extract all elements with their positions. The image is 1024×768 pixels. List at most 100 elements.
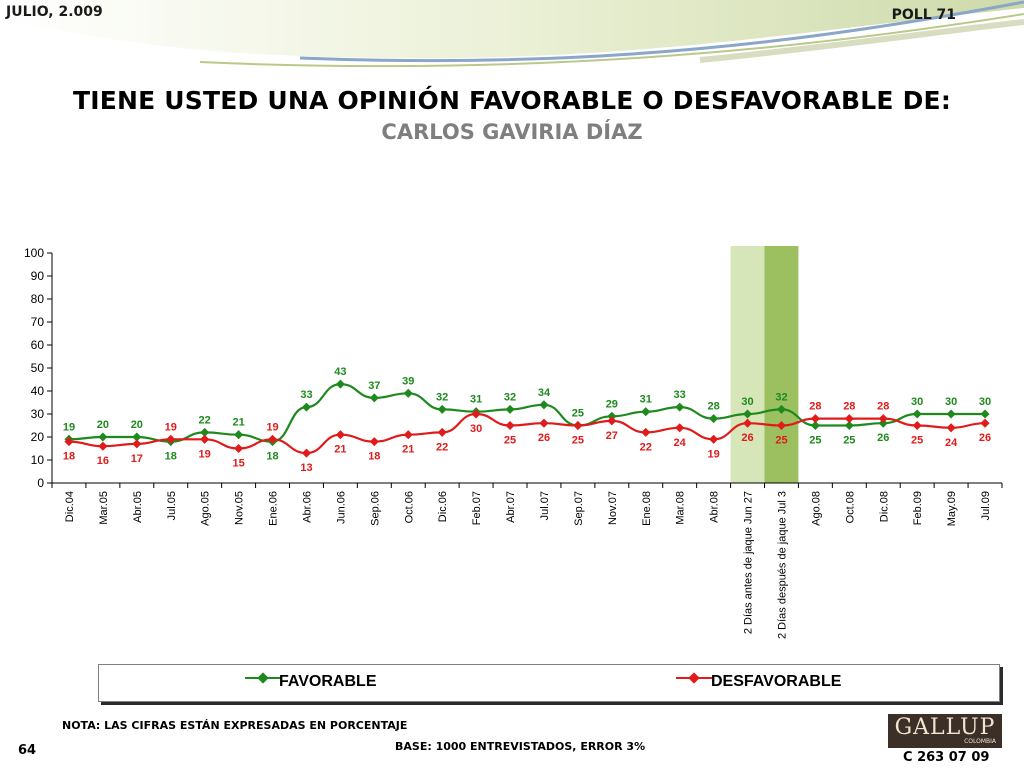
data-label: 21 bbox=[334, 444, 346, 456]
legend-marker-desfavorable bbox=[676, 672, 712, 684]
data-label: 17 bbox=[131, 453, 143, 465]
data-point bbox=[946, 409, 956, 419]
data-label: 34 bbox=[538, 387, 551, 399]
footer-base: BASE: 1000 ENTREVISTADOS, ERROR 3% bbox=[395, 740, 646, 753]
data-point bbox=[200, 427, 210, 437]
data-label: 33 bbox=[674, 389, 686, 401]
logo-subtext: COLOMBIA bbox=[964, 738, 996, 745]
line-chart: 0 10 20 30 40 50 60 70 80 90 100 Dic.04 Mar.05 Abr.05… bbox=[24, 246, 1003, 639]
data-point bbox=[437, 427, 447, 437]
data-label: 19 bbox=[707, 448, 719, 460]
data-point bbox=[573, 420, 583, 431]
data-point bbox=[878, 414, 888, 424]
data-point bbox=[539, 418, 549, 428]
data-label: 25 bbox=[775, 435, 787, 447]
data-label: 26 bbox=[741, 432, 753, 444]
page-subtitle: CARLOS GAVIRIA DÍAZ bbox=[381, 120, 643, 144]
data-label: 19 bbox=[63, 421, 75, 433]
x-tick-label: 2 Días antes de jaque Jun 27 bbox=[743, 491, 755, 634]
gallup-logo: GALLUP COLOMBIA bbox=[888, 714, 1002, 748]
logo-text: GALLUP bbox=[894, 715, 996, 740]
x-tick-label: Feb.07 bbox=[471, 491, 483, 525]
data-label: 16 bbox=[97, 455, 109, 467]
x-tick-label: Oct.06 bbox=[403, 491, 415, 523]
data-label: 32 bbox=[504, 391, 516, 403]
legend-label-favorable: FAVORABLE bbox=[279, 673, 377, 690]
data-label: 25 bbox=[809, 435, 821, 447]
x-tick-label: Mar.08 bbox=[675, 491, 687, 525]
y-tick-label: 100 bbox=[24, 246, 44, 260]
x-tick-label: Dic.06 bbox=[437, 491, 449, 522]
data-point bbox=[607, 416, 617, 426]
data-label: 21 bbox=[232, 417, 244, 429]
data-label: 22 bbox=[199, 414, 211, 426]
data-label: 25 bbox=[911, 435, 923, 447]
data-label: 30 bbox=[979, 396, 991, 408]
data-point bbox=[301, 448, 311, 458]
data-label: 21 bbox=[402, 444, 414, 456]
y-tick-label: 30 bbox=[31, 407, 45, 421]
data-label: 30 bbox=[741, 396, 753, 408]
data-point bbox=[844, 414, 854, 424]
data-label: 28 bbox=[809, 401, 821, 413]
x-tick-label: May.09 bbox=[946, 491, 958, 526]
data-label: 30 bbox=[470, 423, 482, 435]
x-tick-label: Ene.06 bbox=[268, 491, 280, 526]
data-label: 20 bbox=[131, 419, 143, 431]
data-label: 43 bbox=[334, 366, 346, 378]
data-label: 25 bbox=[843, 435, 855, 447]
x-tick-label: Ago.05 bbox=[200, 491, 212, 526]
data-label: 25 bbox=[572, 408, 584, 420]
data-label: 26 bbox=[979, 432, 991, 444]
x-tick-label: Abr.05 bbox=[132, 491, 144, 523]
x-tick-label: Abr.07 bbox=[505, 491, 517, 523]
x-tick-label: Nov.05 bbox=[234, 491, 246, 525]
data-label: 22 bbox=[436, 441, 448, 453]
data-point bbox=[403, 430, 413, 440]
data-point bbox=[641, 407, 651, 417]
data-point bbox=[234, 430, 244, 440]
data-label: 32 bbox=[436, 391, 448, 403]
legend-marker-favorable bbox=[245, 672, 281, 684]
x-tick-label: 2 Días después de jaque Jul 3 bbox=[776, 491, 788, 639]
data-point bbox=[980, 418, 990, 428]
data-label: 13 bbox=[300, 462, 312, 474]
data-label: 37 bbox=[368, 380, 380, 392]
data-label: 28 bbox=[843, 401, 855, 413]
y-tick-label: 10 bbox=[31, 453, 45, 467]
data-label: 20 bbox=[97, 419, 109, 431]
legend-label-desfavorable: DESFAVORABLE bbox=[711, 673, 842, 690]
header-poll: POLL 71 bbox=[891, 7, 956, 23]
y-tick-label: 0 bbox=[37, 476, 44, 490]
x-tick-label: Sep.07 bbox=[573, 491, 585, 526]
data-label: 27 bbox=[606, 430, 618, 442]
y-tick-label: 60 bbox=[31, 338, 45, 352]
data-label: 15 bbox=[232, 458, 244, 470]
y-tick-label: 20 bbox=[31, 430, 45, 444]
x-tick-label: Ago.08 bbox=[810, 491, 822, 526]
data-point bbox=[369, 393, 379, 403]
chart-legend: FAVORABLE DESFAVORABLE bbox=[98, 664, 1000, 702]
x-tick-label: Dic.08 bbox=[878, 491, 890, 522]
data-point bbox=[403, 388, 413, 398]
data-label: 39 bbox=[402, 375, 414, 387]
data-point bbox=[709, 434, 719, 444]
data-point bbox=[132, 439, 142, 449]
y-tick-label: 90 bbox=[31, 269, 45, 283]
data-label: 25 bbox=[572, 435, 584, 447]
header-date: JULIO, 2.009 bbox=[6, 4, 103, 20]
data-label: 28 bbox=[877, 401, 889, 413]
data-label: 29 bbox=[606, 398, 618, 410]
data-point bbox=[776, 404, 786, 414]
data-point bbox=[810, 414, 820, 424]
data-point bbox=[234, 443, 244, 454]
data-point bbox=[980, 409, 990, 419]
data-point bbox=[505, 404, 515, 414]
x-tick-label: Jul.05 bbox=[166, 491, 178, 520]
data-label: 19 bbox=[165, 421, 177, 433]
data-label: 33 bbox=[300, 389, 312, 401]
x-tick-label: Nov.07 bbox=[607, 491, 619, 525]
data-point bbox=[675, 423, 685, 433]
x-tick-label: Jul.07 bbox=[539, 491, 551, 520]
data-point bbox=[912, 420, 922, 431]
